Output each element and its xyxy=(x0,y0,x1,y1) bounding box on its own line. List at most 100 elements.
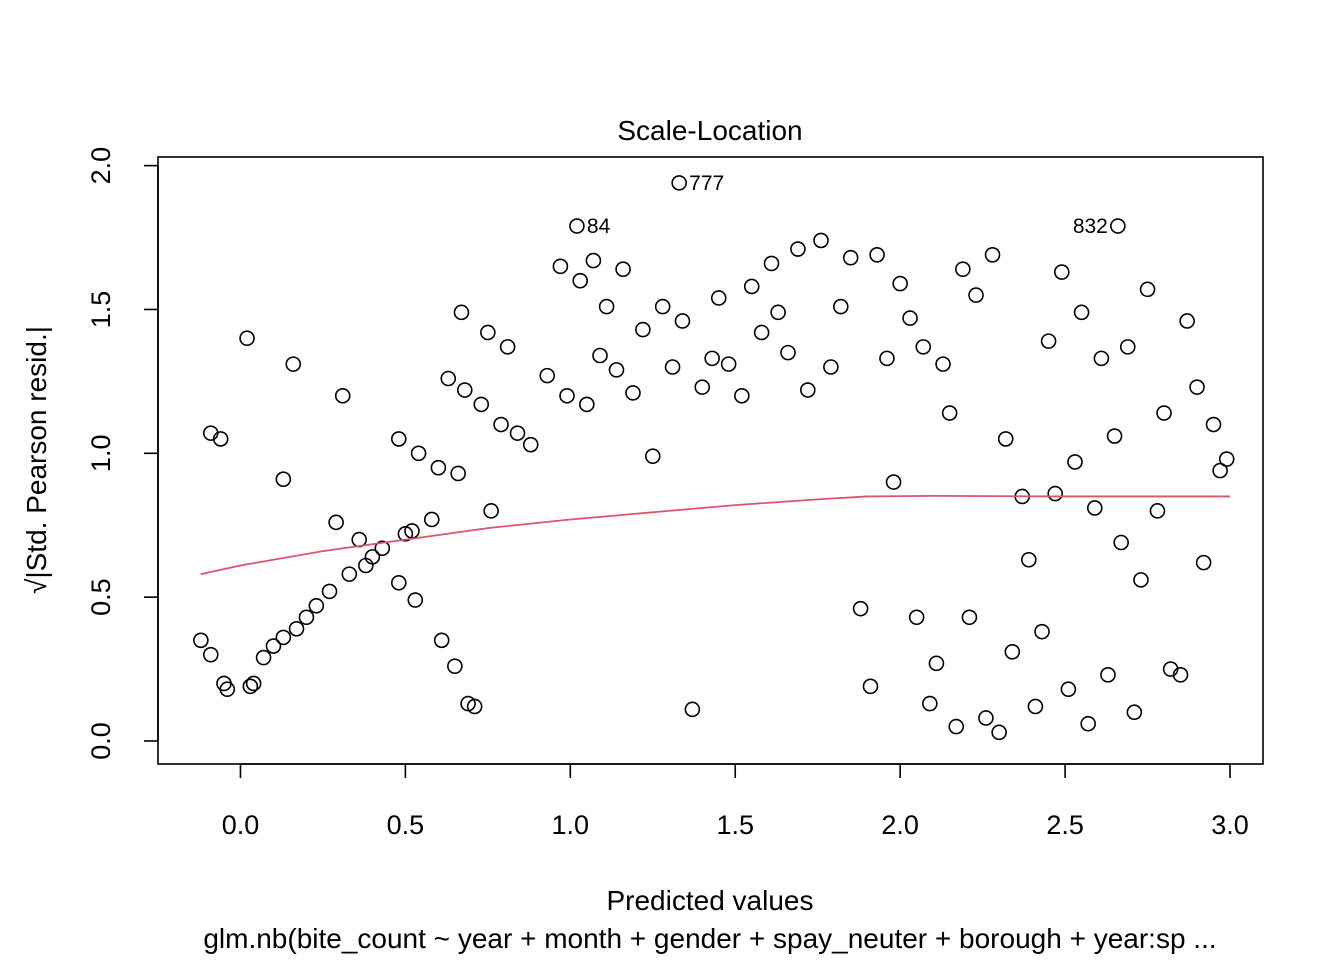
data-point xyxy=(1119,339,1136,355)
data-point xyxy=(885,474,902,490)
data-point xyxy=(1100,667,1116,683)
data-point xyxy=(308,597,325,614)
data-point xyxy=(440,370,457,387)
data-point xyxy=(654,298,671,315)
data-point xyxy=(499,339,516,355)
data-point xyxy=(1004,644,1021,660)
data-point xyxy=(1110,218,1126,234)
data-point xyxy=(579,396,595,413)
data-point xyxy=(447,658,463,674)
data-point xyxy=(1053,264,1070,280)
data-point xyxy=(598,298,615,315)
data-point xyxy=(572,272,589,289)
point-label: 84 xyxy=(587,215,611,238)
data-point xyxy=(869,247,885,263)
point-label: 777 xyxy=(689,172,724,195)
data-point xyxy=(265,638,282,654)
data-point xyxy=(892,275,908,292)
data-point xyxy=(288,620,305,637)
data-point xyxy=(552,258,569,275)
x-tick-label: 0.0 xyxy=(222,810,260,840)
data-point xyxy=(908,609,925,626)
y-tick-label: 1.0 xyxy=(86,435,116,473)
data-point xyxy=(1106,428,1123,444)
data-point xyxy=(694,379,711,395)
data-point xyxy=(1060,681,1077,698)
y-axis-label: √|Std. Pearson resid.| xyxy=(21,326,52,594)
data-point xyxy=(1189,379,1205,395)
data-point xyxy=(780,344,796,361)
data-point xyxy=(1113,534,1129,551)
data-point xyxy=(522,436,539,453)
x-tick-label: 2.0 xyxy=(881,810,919,840)
data-point xyxy=(423,511,440,528)
data-point xyxy=(1156,405,1172,421)
data-point xyxy=(955,261,971,277)
data-point xyxy=(1080,715,1096,732)
chart-title: Scale-Location xyxy=(617,115,802,146)
data-point xyxy=(407,592,424,608)
data-point xyxy=(743,278,760,295)
data-point xyxy=(390,574,407,591)
point-labels: 777 84 832 xyxy=(587,172,1108,238)
data-point xyxy=(466,698,483,715)
x-tick-label: 2.5 xyxy=(1046,810,1084,840)
data-point xyxy=(1133,572,1149,588)
data-point xyxy=(991,724,1007,741)
data-point xyxy=(710,290,727,306)
data-point xyxy=(984,247,1001,263)
data-point xyxy=(559,387,575,404)
data-point xyxy=(997,431,1014,447)
data-points xyxy=(193,175,1235,741)
data-point xyxy=(763,255,780,272)
data-point xyxy=(334,387,351,404)
data-point xyxy=(862,678,879,695)
data-point xyxy=(341,566,358,582)
data-point xyxy=(684,701,701,718)
data-point xyxy=(1021,551,1037,568)
point-label: 832 xyxy=(1073,215,1108,238)
smooth-line xyxy=(200,494,1231,576)
data-point xyxy=(608,362,625,378)
data-point xyxy=(1139,281,1156,298)
data-point xyxy=(978,710,994,726)
data-point xyxy=(928,655,945,672)
data-point xyxy=(879,350,895,367)
data-point xyxy=(915,339,932,355)
data-point xyxy=(615,261,631,277)
y-tick-label: 1.5 xyxy=(86,291,116,329)
data-point xyxy=(275,471,292,487)
data-point xyxy=(483,503,499,519)
data-point xyxy=(1093,350,1110,367)
data-point xyxy=(202,646,219,663)
data-point xyxy=(968,287,984,303)
data-point xyxy=(390,431,407,447)
data-point xyxy=(1067,454,1083,470)
data-point xyxy=(800,382,816,398)
data-point xyxy=(433,632,450,649)
data-point xyxy=(635,321,651,338)
data-point xyxy=(1195,554,1212,571)
data-point xyxy=(1212,462,1228,479)
data-point xyxy=(902,310,918,326)
data-point xyxy=(644,448,661,464)
data-point xyxy=(321,583,338,600)
data-point xyxy=(1040,333,1057,349)
data-point xyxy=(1086,500,1103,516)
data-point xyxy=(212,431,229,447)
data-point xyxy=(961,609,978,626)
data-point xyxy=(1172,667,1189,683)
x-tick-label: 1.5 xyxy=(716,810,754,840)
data-point xyxy=(1126,704,1143,721)
data-point xyxy=(245,675,262,692)
data-point xyxy=(852,600,869,617)
data-point xyxy=(285,356,302,372)
data-point xyxy=(430,459,447,476)
data-point xyxy=(275,629,292,646)
smooth-line-group xyxy=(200,494,1231,576)
data-point xyxy=(935,356,951,372)
x-tick-label: 1.0 xyxy=(552,810,590,840)
data-point xyxy=(539,367,556,384)
data-point xyxy=(509,425,526,441)
